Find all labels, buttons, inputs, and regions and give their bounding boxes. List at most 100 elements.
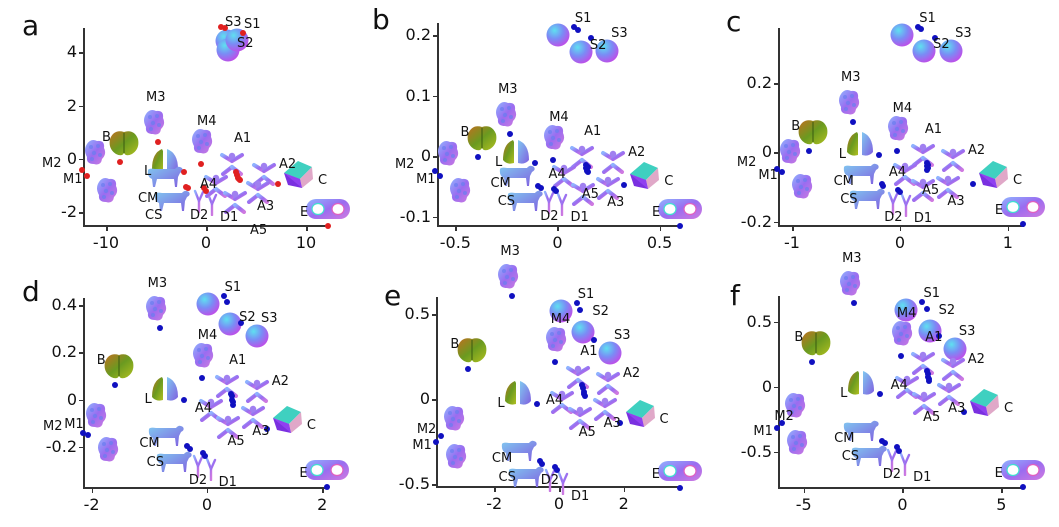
sphere-icon bbox=[912, 39, 936, 67]
data-point bbox=[849, 119, 856, 126]
point-label: D2 bbox=[882, 467, 902, 483]
cube-icon bbox=[269, 404, 305, 438]
point-label: C bbox=[664, 174, 674, 190]
x-axis bbox=[778, 225, 1024, 227]
data-point bbox=[773, 166, 780, 172]
point-label: L bbox=[144, 392, 152, 408]
point-label: S1 bbox=[224, 280, 242, 296]
point-label: B bbox=[102, 129, 111, 145]
molecule-icon bbox=[838, 269, 862, 301]
data-point bbox=[237, 177, 243, 184]
data-point bbox=[875, 151, 882, 158]
y-tick-label: -0.1 bbox=[399, 206, 431, 226]
point-label: A1 bbox=[925, 330, 943, 346]
x-tick bbox=[455, 227, 457, 231]
x-tick bbox=[206, 489, 209, 493]
point-label: A3 bbox=[257, 199, 275, 214]
animal-icon bbox=[567, 404, 593, 434]
y-tick-label: 0 bbox=[66, 389, 77, 409]
lungs-icon bbox=[501, 138, 531, 170]
x-tick-label: 0 bbox=[894, 233, 905, 252]
lungs-icon bbox=[150, 147, 180, 179]
y-tick-label: 0.4 bbox=[51, 295, 77, 315]
data-point bbox=[919, 298, 926, 305]
point-label: D2 bbox=[540, 209, 559, 225]
data-point bbox=[774, 424, 781, 431]
data-point bbox=[926, 378, 933, 385]
x-axis bbox=[83, 225, 330, 227]
d-shape-icon bbox=[543, 468, 557, 496]
sphere-icon bbox=[196, 292, 220, 320]
y-tick bbox=[79, 399, 83, 402]
cow-icon bbox=[497, 163, 537, 191]
y-tick bbox=[433, 35, 437, 37]
cow-icon bbox=[847, 186, 887, 214]
y-tick bbox=[433, 95, 437, 98]
data-point bbox=[935, 332, 942, 339]
data-point bbox=[932, 35, 939, 42]
x-tick bbox=[559, 488, 561, 492]
data-point bbox=[621, 182, 628, 189]
sphere-icon bbox=[598, 341, 622, 369]
point-label: A4 bbox=[548, 167, 566, 183]
y-tick-label: 2 bbox=[66, 95, 77, 115]
data-point bbox=[779, 169, 786, 176]
point-label: S3 bbox=[958, 323, 976, 339]
point-label: M4 bbox=[892, 101, 913, 117]
y-tick bbox=[79, 158, 83, 161]
y-tick bbox=[774, 386, 778, 389]
point-label: M1 bbox=[416, 172, 436, 187]
y-tick bbox=[79, 212, 83, 214]
point-label: A3 bbox=[607, 194, 625, 210]
data-point bbox=[779, 419, 786, 426]
cow-icon bbox=[841, 161, 881, 189]
point-label: CS bbox=[145, 208, 163, 224]
point-label: A4 bbox=[200, 176, 218, 192]
x-tick-label: -1 bbox=[784, 233, 800, 252]
point-label: S2 bbox=[589, 37, 607, 53]
point-label: D1 bbox=[913, 469, 932, 485]
data-point bbox=[551, 359, 558, 366]
point-label: M4 bbox=[550, 312, 571, 328]
point-label: S3 bbox=[611, 25, 628, 41]
x-tick-label: 2 bbox=[618, 494, 629, 513]
animal-icon bbox=[203, 172, 229, 202]
point-label: D1 bbox=[218, 475, 237, 491]
x-tick-label: 0 bbox=[201, 495, 213, 514]
point-label: A4 bbox=[890, 378, 908, 394]
sphere-icon bbox=[890, 23, 914, 51]
animal-icon bbox=[940, 146, 966, 176]
point-label: CM bbox=[834, 430, 855, 446]
data-point bbox=[156, 325, 163, 331]
point-label: L bbox=[497, 396, 505, 412]
point-label: CM bbox=[139, 436, 160, 452]
point-label: E bbox=[994, 203, 1004, 219]
y-tick bbox=[433, 156, 437, 158]
point-label: B bbox=[460, 124, 470, 140]
y-tick-label: 0 bbox=[420, 146, 431, 166]
point-label: CM bbox=[833, 174, 854, 190]
data-point bbox=[475, 153, 482, 160]
molecule-icon bbox=[542, 123, 566, 155]
animal-icon bbox=[592, 395, 618, 425]
data-point bbox=[532, 160, 539, 167]
data-point bbox=[228, 393, 235, 400]
point-label: CM bbox=[138, 191, 159, 207]
point-label: A2 bbox=[967, 351, 985, 367]
point-label: C bbox=[1003, 400, 1014, 416]
x-tick bbox=[1007, 227, 1010, 231]
point-label: M4 bbox=[197, 327, 218, 343]
point-label: CS bbox=[840, 191, 858, 207]
point-label: A5 bbox=[250, 223, 268, 239]
lungs-icon bbox=[150, 375, 180, 407]
point-label: A4 bbox=[888, 165, 907, 181]
point-label: C bbox=[659, 411, 669, 427]
cube-icon bbox=[626, 160, 662, 194]
point-label: CS bbox=[498, 470, 516, 486]
data-point bbox=[881, 439, 888, 446]
point-label: L bbox=[840, 385, 848, 401]
point-label: D2 bbox=[188, 472, 208, 488]
y-tick-label: -0.2 bbox=[45, 436, 77, 456]
y-tick-label: 4 bbox=[66, 42, 77, 62]
